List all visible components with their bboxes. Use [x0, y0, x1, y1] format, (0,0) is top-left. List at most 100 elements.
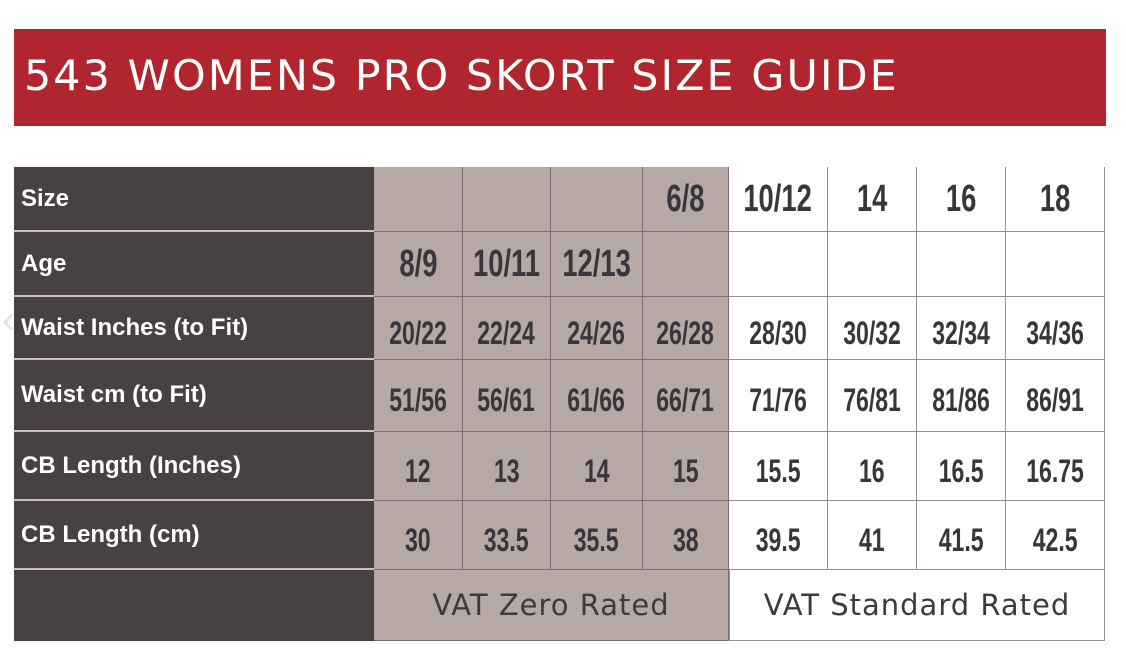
table-cell: 39.5 — [729, 501, 828, 570]
cell-value: 10/12 — [743, 177, 813, 220]
vat-label: VAT Zero Rated — [432, 588, 670, 622]
footer-label-cell — [14, 570, 374, 641]
table-cell: 61/66 — [551, 360, 643, 432]
page-title: 543 WOMENS PRO SKORT SIZE GUIDE — [24, 51, 899, 100]
cell-value: 16 — [945, 177, 977, 220]
row-label: Waist Inches (to Fit) — [14, 297, 374, 360]
table-cell: 8/9 — [374, 232, 463, 297]
table-cell: 13 — [463, 432, 551, 501]
row-label: Size — [14, 167, 374, 232]
cell-value: 20/22 — [389, 314, 447, 351]
cell-value: 71/76 — [749, 382, 807, 418]
table-cell — [463, 167, 551, 232]
table-cell: 20/22 — [374, 297, 463, 360]
cell-value: 39.5 — [755, 521, 801, 558]
table-cell: 30/32 — [828, 297, 917, 360]
cell-value: 8/9 — [398, 242, 438, 285]
table-cell: 42.5 — [1006, 501, 1105, 570]
cell-value: 30/32 — [843, 314, 901, 351]
cell-value: 12/13 — [562, 242, 631, 285]
cell-value: 24/26 — [567, 314, 626, 351]
table-cell: 81/86 — [917, 360, 1006, 432]
chevron-left-icon[interactable]: ‹ — [2, 298, 16, 342]
table-cell: 34/36 — [1006, 297, 1105, 360]
vat-standard-rated: VAT Standard Rated — [729, 570, 1105, 641]
table-cell: 10/12 — [729, 167, 828, 232]
table-cell: 10/11 — [463, 232, 551, 297]
cell-value: 51/56 — [389, 382, 447, 418]
table-cell: 24/26 — [551, 297, 643, 360]
table-cell: 6/8 — [643, 167, 729, 232]
table-cell: 12 — [374, 432, 463, 501]
cell-value: 28/30 — [749, 314, 807, 351]
table-cell: 56/61 — [463, 360, 551, 432]
row-label: CB Length (Inches) — [14, 432, 374, 501]
table-cell: 76/81 — [828, 360, 917, 432]
table-cell: 86/91 — [1006, 360, 1105, 432]
cell-value: 61/66 — [567, 382, 626, 418]
cell-value: 81/86 — [932, 382, 990, 418]
cell-value: 26/28 — [656, 314, 715, 351]
table-cell: 16.75 — [1006, 432, 1105, 501]
table-cell: 15 — [643, 432, 729, 501]
table-cell — [729, 232, 828, 297]
cell-value: 18 — [1039, 177, 1071, 220]
vat-zero-rated: VAT Zero Rated — [374, 570, 729, 641]
row-label: Age — [14, 232, 374, 297]
cell-value: 34/36 — [1026, 314, 1084, 351]
cell-value: 15.5 — [755, 452, 801, 489]
cell-value: 56/61 — [477, 382, 536, 418]
cell-value: 41.5 — [938, 521, 984, 558]
row-label: Waist cm (to Fit) — [14, 360, 374, 432]
table-cell: 16 — [917, 167, 1006, 232]
table-cell — [374, 167, 463, 232]
table-cell: 30 — [374, 501, 463, 570]
cell-value: 38 — [672, 521, 699, 558]
table-cell: 14 — [551, 432, 643, 501]
table-cell — [917, 232, 1006, 297]
table-cell: 18 — [1006, 167, 1105, 232]
table-cell: 41.5 — [917, 501, 1006, 570]
cell-value: 13 — [493, 452, 520, 489]
table-cell: 16.5 — [917, 432, 1006, 501]
table-cell: 14 — [828, 167, 917, 232]
table-cell — [643, 232, 729, 297]
table-cell — [828, 232, 917, 297]
table-cell: 38 — [643, 501, 729, 570]
cell-value: 86/91 — [1026, 382, 1084, 418]
table-cell: 26/28 — [643, 297, 729, 360]
table-cell: 15.5 — [729, 432, 828, 501]
title-banner: 543 WOMENS PRO SKORT SIZE GUIDE — [14, 29, 1106, 126]
cell-value: 33.5 — [484, 521, 529, 558]
table-cell: 22/24 — [463, 297, 551, 360]
table-cell: 16 — [828, 432, 917, 501]
table-cell — [1006, 232, 1105, 297]
cell-value: 14 — [856, 177, 888, 220]
cell-value: 22/24 — [477, 314, 536, 351]
cell-value: 16.5 — [938, 452, 984, 489]
cell-value: 35.5 — [574, 521, 619, 558]
cell-value: 10/11 — [473, 242, 540, 285]
vat-label: VAT Standard Rated — [763, 588, 1071, 622]
cell-value: 42.5 — [1032, 521, 1078, 558]
row-label: CB Length (cm) — [14, 501, 374, 570]
table-cell: 32/34 — [917, 297, 1006, 360]
cell-value: 76/81 — [843, 382, 901, 418]
cell-value: 16.75 — [1026, 452, 1084, 489]
table-cell — [551, 167, 643, 232]
table-cell: 33.5 — [463, 501, 551, 570]
table-cell: 41 — [828, 501, 917, 570]
cell-value: 6/8 — [666, 177, 705, 220]
cell-value: 30 — [405, 521, 431, 558]
cell-value: 66/71 — [656, 382, 715, 418]
table-cell: 66/71 — [643, 360, 729, 432]
table-cell: 35.5 — [551, 501, 643, 570]
cell-value: 16 — [859, 452, 885, 489]
cell-value: 32/34 — [932, 314, 990, 351]
cell-value: 15 — [672, 452, 699, 489]
table-cell: 12/13 — [551, 232, 643, 297]
table-cell: 28/30 — [729, 297, 828, 360]
cell-value: 12 — [405, 452, 431, 489]
cell-value: 14 — [583, 452, 610, 489]
table-cell: 51/56 — [374, 360, 463, 432]
